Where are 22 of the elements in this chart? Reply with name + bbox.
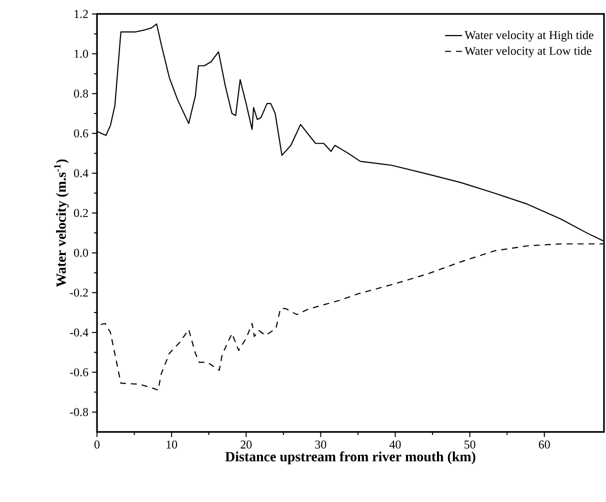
x-tick-label: 60: [538, 440, 550, 449]
y-tick-label: -0.4: [70, 328, 88, 337]
x-tick-label: 50: [464, 440, 476, 449]
y-tick-label: 0.2: [74, 208, 88, 218]
y-tick-label: -0.6: [70, 368, 88, 376]
legend-label: Water velocity at High tide: [464, 30, 594, 42]
y-axis-title: Water velocity (m.s$^{-1}$): [54, 159, 69, 287]
x-tick-label: 10: [166, 440, 178, 449]
y-tick-label: 0.8: [74, 90, 88, 98]
y-tick-label: 0.0: [74, 248, 88, 257]
y-tick-label: 1.2: [74, 10, 88, 18]
y-tick-label: 0.6: [74, 129, 88, 138]
x-tick-label: 0: [94, 440, 100, 449]
y-tick-label: 0.4: [74, 169, 88, 178]
x-axis-title: Distance upstream from river mouth (km): [225, 451, 476, 464]
y-tick-label: -0.8: [70, 408, 88, 416]
x-tick-label: 40: [390, 440, 401, 449]
y-tick-label: -0.2: [70, 288, 88, 297]
x-tick-label: 30: [315, 440, 326, 449]
x-tick-label: 20: [240, 440, 252, 449]
legend-label: Water velocity at Low tide: [464, 46, 592, 58]
y-tick-label: 1.0: [74, 50, 88, 58]
